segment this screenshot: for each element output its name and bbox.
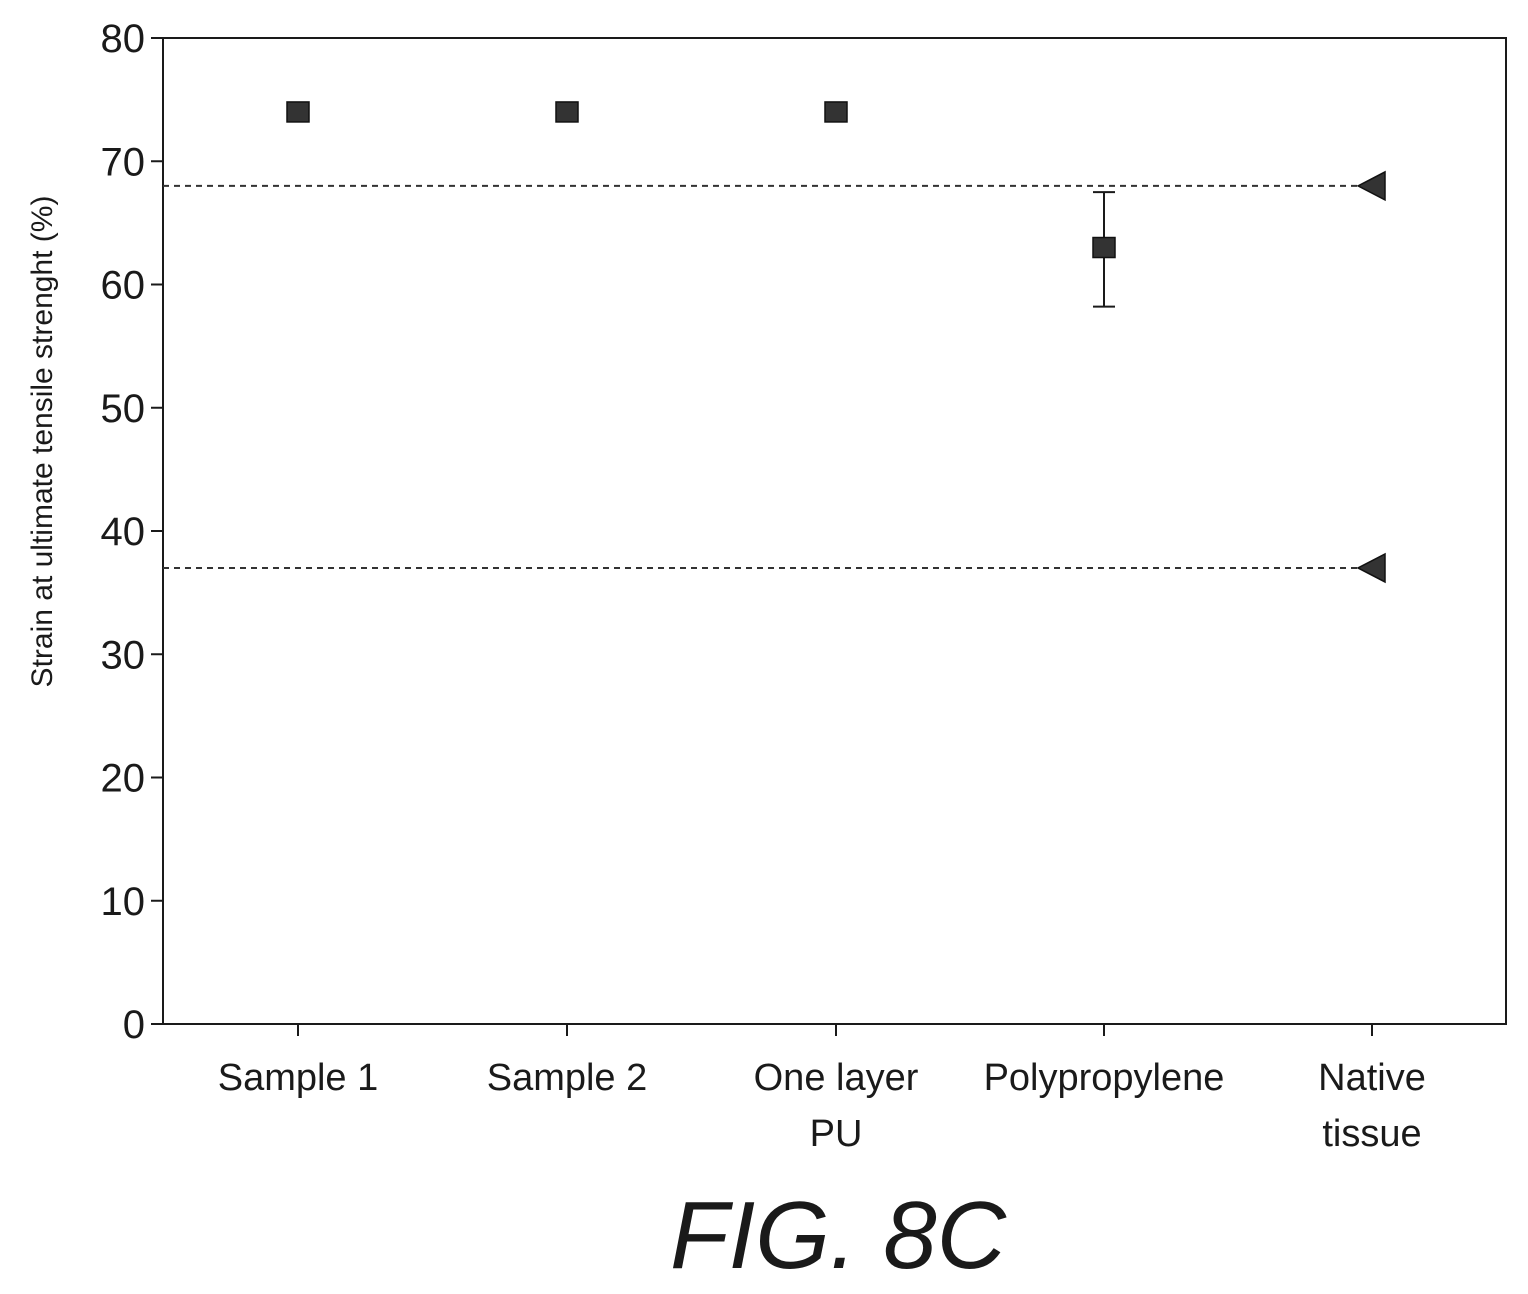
x-tick-label: Sample 1 [218,1057,379,1099]
data-markers [286,101,1386,584]
y-tick-label: 0 [123,1003,145,1047]
y-axis-ticks: 0 10 20 30 40 50 60 70 80 [101,17,163,1047]
square-marker [286,101,310,123]
triangle-marker [1356,170,1386,202]
y-axis-title: Strain at ultimate tensile strenght (%) [26,196,59,688]
square-marker [824,101,848,123]
x-tick-label: One layer [754,1057,919,1099]
x-tick-label: Sample 2 [487,1057,648,1099]
x-tick-label: PU [810,1113,863,1155]
y-tick-label: 10 [101,880,146,924]
square-marker [1092,236,1116,259]
y-tick-label: 40 [101,510,146,554]
x-axis-ticks: Sample 1 Sample 2 One layer PU Polypropylene… [218,1024,1426,1155]
y-tick-label: 80 [101,17,146,61]
x-tick-label: Native [1318,1057,1426,1099]
figure-caption: FIG. 8C [670,1182,1007,1289]
triangle-marker [1356,552,1386,584]
x-tick-label: tissue [1322,1113,1421,1155]
y-tick-label: 70 [101,140,146,184]
y-tick-label: 60 [101,264,146,308]
reference-lines [163,184,1366,569]
y-tick-label: 20 [101,757,146,801]
x-tick-label: Polypropylene [984,1057,1225,1099]
y-tick-label: 30 [101,633,146,677]
square-marker [555,101,579,123]
y-tick-label: 50 [101,387,146,431]
